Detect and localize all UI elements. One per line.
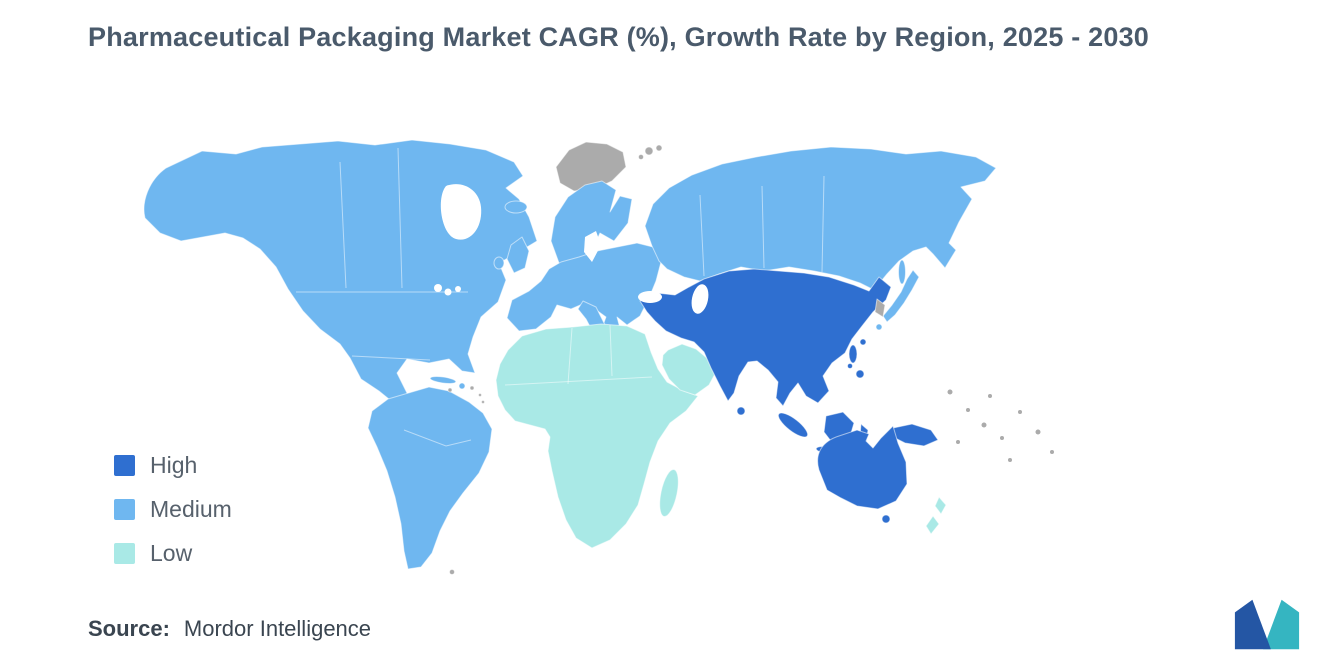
logo-blue-stroke — [1234, 599, 1271, 650]
border-africa-2 — [609, 324, 613, 377]
legend-swatch-high — [114, 455, 135, 476]
hudson-bay — [440, 184, 482, 240]
black-sea — [638, 291, 662, 303]
baltic-sea — [584, 231, 601, 262]
pacific-island — [1000, 436, 1004, 440]
pacific-island — [1050, 450, 1054, 454]
region-japan-kyushu — [875, 323, 883, 331]
region-new-zealand-south — [925, 515, 940, 535]
pacific-island — [956, 440, 960, 444]
pacific-island — [966, 408, 970, 412]
pacific-islands — [947, 389, 1054, 462]
legend-item-low: Low — [114, 540, 232, 567]
region-philippines-luzon — [848, 344, 858, 364]
border-africa-1 — [567, 327, 573, 385]
pacific-island — [981, 422, 987, 428]
great-lake-1 — [434, 284, 442, 292]
region-philippines-visayas — [847, 363, 853, 369]
chart-title: Pharmaceutical Packaging Market CAGR (%)… — [88, 22, 1150, 52]
region-tasmania — [881, 514, 891, 524]
region-south-america — [367, 386, 493, 570]
pacific-island — [1018, 410, 1022, 414]
region-sumatra — [777, 412, 809, 438]
great-lake-2 — [444, 288, 452, 296]
region-iceland — [504, 200, 528, 214]
region-cuba — [429, 376, 457, 384]
region-madagascar — [659, 468, 679, 518]
legend-item-high: High — [114, 452, 232, 479]
source-value: Mordor Intelligence — [183, 616, 372, 641]
pacific-island — [1035, 429, 1041, 435]
region-hispaniola — [458, 382, 466, 390]
legend: High Medium Low — [114, 452, 232, 567]
legend-swatch-medium — [114, 499, 135, 520]
region-jamaica — [447, 387, 453, 393]
pacific-island — [1008, 458, 1012, 462]
border-canada-2 — [397, 147, 403, 289]
region-svalbard-2 — [655, 144, 663, 152]
pacific-island — [988, 394, 992, 398]
border-us-mexico — [351, 355, 431, 361]
region-australia — [817, 425, 908, 510]
border-brazil — [403, 429, 472, 447]
region-sakhalin — [898, 259, 906, 285]
region-falklands — [449, 569, 455, 575]
region-ireland — [493, 256, 505, 270]
legend-label-high: High — [150, 452, 198, 478]
legend-swatch-low — [114, 543, 135, 564]
region-antilles-2 — [481, 400, 485, 404]
great-lake-3 — [455, 286, 461, 292]
border-sahara — [504, 376, 653, 386]
region-north-america — [143, 139, 538, 440]
region-arabian-peninsula — [661, 343, 717, 396]
region-puerto-rico — [469, 385, 475, 391]
border-canada-1 — [339, 161, 347, 289]
source-row: Source: Mordor Intelligence — [88, 616, 371, 642]
region-africa — [495, 323, 699, 549]
legend-label-medium: Medium — [150, 496, 232, 522]
legend-label-low: Low — [150, 540, 193, 566]
caspian-sea — [691, 284, 709, 314]
border-russia-3 — [821, 175, 825, 273]
region-new-guinea — [892, 423, 939, 447]
region-svalbard — [644, 146, 654, 156]
region-arctic-islet — [638, 154, 644, 160]
region-antilles-1 — [478, 393, 482, 397]
border-russia-1 — [699, 194, 705, 277]
region-united-kingdom — [506, 236, 530, 274]
region-russia — [644, 146, 997, 291]
border-russia-2 — [761, 185, 765, 269]
pacific-island — [947, 389, 953, 395]
region-korea — [874, 298, 886, 318]
source-label: Source: — [88, 616, 170, 641]
region-japan — [882, 269, 920, 323]
legend-item-medium: Medium — [114, 496, 232, 523]
region-sri-lanka — [736, 406, 746, 416]
logo-teal-stroke — [1263, 599, 1300, 650]
region-philippines-mindanao — [855, 369, 865, 379]
region-europe-mainland — [506, 242, 662, 343]
region-new-zealand-north — [934, 496, 947, 515]
mordor-intelligence-logo — [1234, 599, 1300, 650]
region-taiwan — [859, 338, 867, 346]
